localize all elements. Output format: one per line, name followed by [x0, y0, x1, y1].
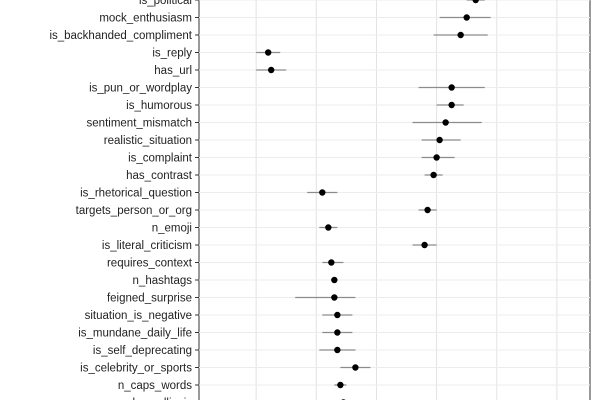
estimate-point-n_emoji — [325, 224, 332, 231]
estimate-point-realistic_situation — [436, 136, 443, 144]
grid-lines — [199, 0, 590, 400]
y-axis-ticks — [195, 0, 199, 386]
y-tick-label-situation_is_negative: situation_is_negative — [85, 310, 192, 322]
estimate-point-is_backhanded_compliment — [457, 31, 464, 39]
y-tick-label-is_backhanded_compliment: is_backhanded_compliment — [49, 30, 192, 42]
y-axis-labels: is_political mock_enthusiasm is_backhanded… — [49, 0, 192, 400]
y-tick-label-is_reply: is_reply — [152, 48, 192, 60]
estimate-point-mock_enthusiasm — [463, 14, 470, 21]
estimate-point-is_mundane_daily_life — [334, 329, 341, 336]
y-tick-label-feigned_surprise: feigned_surprise — [107, 293, 192, 305]
y-tick-label-is_literal_criticism: is_literal_criticism — [102, 240, 192, 252]
y-tick-label-is_political: is_political — [139, 0, 192, 7]
estimate-point-n_hashtags — [331, 276, 338, 284]
y-tick-label-is_mundane_daily_life: is_mundane_daily_life — [78, 328, 192, 340]
point-estimates — [264, 0, 479, 400]
estimate-point-feigned_surprise — [331, 294, 338, 301]
y-tick-label-has_ellipsis: has_ellipsis — [133, 398, 193, 400]
y-tick-label-mock_enthusiasm: mock_enthusiasm — [99, 13, 192, 25]
y-tick-label-n_caps_words: n_caps_words — [118, 380, 192, 392]
y-tick-label-sentiment_mismatch: sentiment_mismatch — [87, 118, 192, 130]
y-tick-label-realistic_situation: realistic_situation — [104, 135, 192, 147]
estimate-point-is_complaint — [433, 154, 440, 161]
y-tick-label-has_url: has_url — [154, 65, 192, 77]
y-tick-label-is_self_deprecating: is_self_deprecating — [93, 345, 192, 357]
estimate-point-targets_person_or_org — [424, 206, 431, 214]
y-tick-label-requires_context: requires_context — [107, 258, 193, 270]
estimate-point-requires_context — [328, 259, 335, 266]
estimate-point-is_celebrity_or_sports — [352, 364, 359, 371]
y-tick-label-is_pun_or_wordplay: is_pun_or_wordplay — [89, 83, 192, 95]
estimate-point-is_literal_criticism — [421, 241, 428, 249]
estimate-point-is_humorous — [448, 101, 455, 109]
estimate-point-situation_is_negative — [334, 311, 341, 319]
y-tick-label-is_humorous: is_humorous — [126, 100, 192, 112]
estimate-point-is_pun_or_wordplay — [448, 84, 455, 91]
y-tick-label-n_emoji: n_emoji — [152, 223, 192, 235]
estimate-point-is_rhetorical_question — [319, 189, 326, 196]
estimate-point-has_url — [267, 66, 275, 74]
y-tick-label-is_rhetorical_question: is_rhetorical_question — [80, 188, 192, 200]
y-tick-label-targets_person_or_org: targets_person_or_org — [76, 205, 192, 217]
estimate-point-is_political — [472, 0, 479, 4]
estimate-point-has_contrast — [430, 171, 437, 179]
estimate-point-sentiment_mismatch — [442, 119, 449, 126]
estimate-point-is_reply — [264, 49, 272, 56]
plot-panel — [198, 0, 591, 400]
y-tick-label-is_complaint: is_complaint — [128, 153, 193, 165]
estimate-point-is_self_deprecating — [334, 346, 341, 354]
y-tick-label-n_hashtags: n_hashtags — [133, 275, 193, 287]
y-tick-label-has_contrast: has_contrast — [126, 170, 193, 182]
y-tick-label-is_celebrity_or_sports: is_celebrity_or_sports — [80, 363, 192, 375]
estimate-point-n_caps_words — [337, 381, 344, 389]
